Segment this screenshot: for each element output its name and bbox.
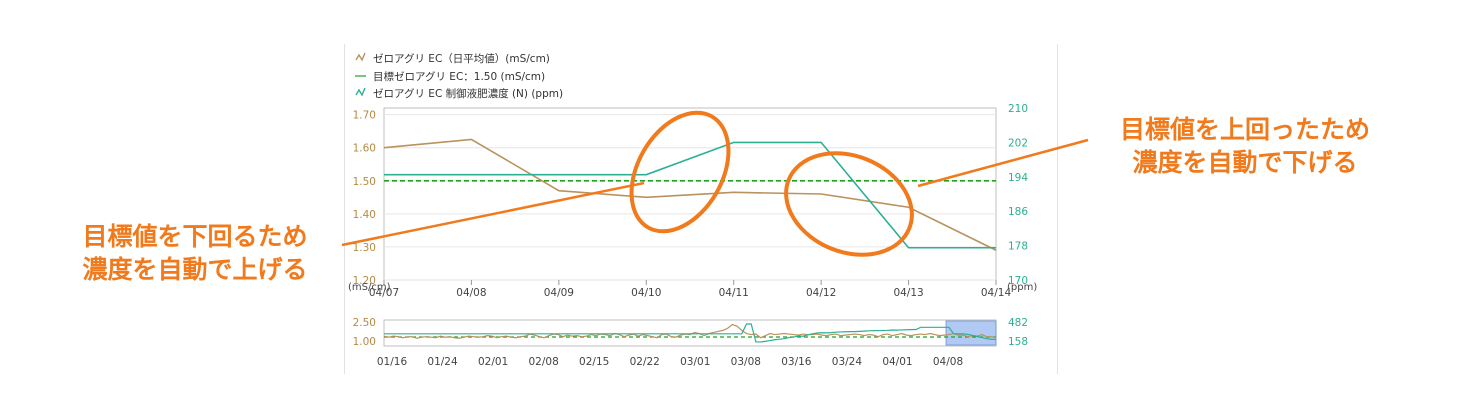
left-tick-label: 1.40 <box>353 209 376 221</box>
right-tick-label: 194 <box>1008 172 1028 184</box>
right-tick-label: 202 <box>1008 137 1028 149</box>
callout-below-target: 目標値を下回るため 濃度を自動で上げる <box>40 220 350 286</box>
navigator-x-tick-label: 03/24 <box>832 356 863 368</box>
line-chart-icon <box>355 87 366 97</box>
left-tick-label: 1.30 <box>353 242 376 254</box>
navigator-left-axis: 1.00 2.50 <box>353 317 376 348</box>
main-series <box>383 138 997 251</box>
navigator-x-tick-label: 02/01 <box>478 356 508 368</box>
navigator-right-tick-label: 158 <box>1008 336 1028 348</box>
x-tick-label: 04/11 <box>719 287 749 299</box>
pointer-line-right <box>917 138 1089 188</box>
navigator-x-tick-label: 03/16 <box>781 356 812 368</box>
callout-line: 目標値を上回ったため <box>1119 115 1370 144</box>
left-tick-label: 1.60 <box>353 143 376 155</box>
x-axis: 04/07 04/08 04/09 04/10 04/11 04/12 04/13 04/14 <box>369 280 1012 299</box>
navigator-right-tick-label: 482 <box>1008 317 1028 329</box>
x-tick-label: 04/09 <box>544 287 574 299</box>
navigator-x-tick-label: 02/15 <box>579 356 609 368</box>
x-tick-label: 04/07 <box>369 287 399 299</box>
line-chart-icon <box>355 52 366 62</box>
annotation-overlay <box>341 110 1089 257</box>
right-tick-label: 186 <box>1008 206 1028 218</box>
right-tick-label: 170 <box>1008 275 1028 287</box>
main-plot-frame <box>383 107 997 281</box>
navigator-x-tick-label: 03/08 <box>731 356 761 368</box>
x-tick-label: 04/08 <box>456 287 486 299</box>
x-tick-label: 04/14 <box>981 287 1012 299</box>
legend-label: 目標ゼロアグリ EC：1.50 (mS/cm) <box>373 70 545 83</box>
callout-line: 濃度を自動で下げる <box>1132 148 1358 177</box>
navigator-series-ec-daily <box>383 323 997 339</box>
left-axis: 1.20 1.30 1.40 1.50 1.60 1.70 <box>353 110 376 287</box>
legend-label: ゼロアグリ EC（日平均値）(mS/cm) <box>373 52 550 65</box>
navigator-x-tick-label: 01/16 <box>377 356 408 368</box>
highlight-ellipse-rise <box>629 110 731 234</box>
x-tick-label: 04/12 <box>806 287 836 299</box>
navigator-x-tick-label: 02/22 <box>630 356 660 368</box>
legend-label: ゼロアグリ EC 制御液肥濃度 (N) (ppm) <box>373 87 563 100</box>
callout-above-target: 目標値を上回ったため 濃度を自動で下げる <box>1090 113 1400 179</box>
right-axis: 170 178 186 194 202 210 <box>1008 103 1028 287</box>
callout-line: 濃度を自動で上げる <box>82 255 308 284</box>
left-tick-label: 1.50 <box>353 176 376 188</box>
callout-line: 目標値を下回るため <box>82 222 308 251</box>
series-control-concentration <box>384 141 996 249</box>
navigator-left-tick-label: 1.00 <box>353 336 376 348</box>
right-tick-label: 210 <box>1008 103 1028 115</box>
legend-item-control[interactable]: ゼロアグリ EC 制御液肥濃度 (N) (ppm) <box>355 87 563 100</box>
x-tick-label: 04/13 <box>893 287 923 299</box>
legend: ゼロアグリ EC（日平均値）(mS/cm) 目標ゼロアグリ EC：1.50 (m… <box>355 52 563 100</box>
navigator-x-axis: 01/16 01/24 02/01 02/08 02/15 02/22 03/01 03/08… <box>377 356 963 368</box>
navigator-left-tick-label: 2.50 <box>353 317 376 329</box>
right-axis-unit: (ppm) <box>1007 282 1037 293</box>
navigator-series <box>383 323 997 343</box>
navigator-right-axis: 158 482 <box>1008 317 1028 348</box>
navigator-x-tick-label: 02/08 <box>529 356 559 368</box>
legend-item-target[interactable]: 目標ゼロアグリ EC：1.50 (mS/cm) <box>355 70 545 83</box>
right-tick-label: 178 <box>1008 241 1028 253</box>
legend-item-ec-daily[interactable]: ゼロアグリ EC（日平均値）(mS/cm) <box>355 52 550 65</box>
navigator-x-tick-label: 01/24 <box>427 356 458 368</box>
chart-panel-right-border <box>1057 44 1058 374</box>
navigator-selection[interactable] <box>945 320 997 346</box>
navigator-x-tick-label: 04/08 <box>933 356 963 368</box>
chart-panel-left-border <box>344 44 345 374</box>
navigator-series-control <box>384 323 997 343</box>
left-tick-label: 1.70 <box>353 110 376 122</box>
highlight-ellipse-fall <box>784 151 914 257</box>
left-axis-unit: (mS/cm) <box>348 282 391 293</box>
series-ec-daily <box>383 138 997 251</box>
navigator-x-tick-label: 03/01 <box>680 356 710 368</box>
pointer-line-left <box>341 181 645 247</box>
x-tick-label: 04/10 <box>631 287 661 299</box>
left-tick-label: 1.20 <box>353 275 376 287</box>
navigator-frame <box>383 319 997 347</box>
navigator-x-tick-label: 04/01 <box>882 356 912 368</box>
main-grid <box>384 114 996 281</box>
